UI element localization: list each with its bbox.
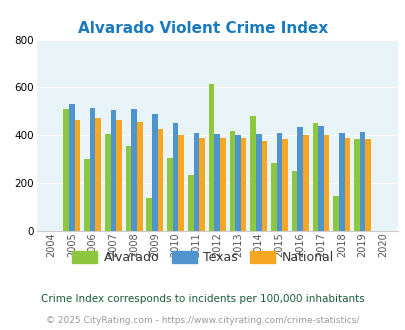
Bar (240, 138, 246, 231)
Text: Alvarado Violent Crime Index: Alvarado Violent Crime Index (78, 21, 327, 36)
Bar (110, 110, 116, 231)
Bar (90, 108, 95, 231)
Legend: Alvarado, Texas, National: Alvarado, Texas, National (67, 246, 338, 269)
Bar (199, 138, 205, 231)
Bar (291, 171, 297, 231)
Bar (229, 131, 234, 231)
Bar (157, 129, 163, 231)
Bar (323, 135, 328, 231)
Bar (297, 127, 303, 231)
Bar (131, 109, 136, 231)
Bar (146, 197, 152, 231)
Bar (271, 163, 276, 231)
Bar (152, 114, 157, 231)
Bar (312, 123, 318, 231)
Bar (359, 132, 364, 231)
Bar (173, 123, 178, 231)
Bar (220, 138, 225, 231)
Bar (338, 133, 344, 231)
Bar (167, 158, 173, 231)
Text: Crime Index corresponds to incidents per 100,000 inhabitants: Crime Index corresponds to incidents per… (41, 294, 364, 304)
Bar (234, 135, 240, 231)
Bar (63, 109, 69, 231)
Bar (116, 120, 121, 231)
Bar (303, 135, 308, 231)
Bar (105, 134, 110, 231)
Bar (255, 134, 261, 231)
Bar (318, 126, 323, 231)
Bar (250, 116, 255, 231)
Bar (193, 133, 199, 231)
Bar (84, 159, 90, 231)
Text: © 2025 CityRating.com - https://www.cityrating.com/crime-statistics/: © 2025 CityRating.com - https://www.city… (46, 315, 359, 325)
Bar (95, 118, 101, 231)
Bar (136, 122, 142, 231)
Bar (69, 104, 75, 231)
Bar (353, 139, 359, 231)
Bar (208, 84, 214, 231)
Bar (75, 120, 80, 231)
Bar (276, 133, 281, 231)
Bar (178, 135, 183, 231)
Bar (364, 139, 370, 231)
Bar (214, 134, 220, 231)
Bar (188, 175, 193, 231)
Bar (261, 141, 266, 231)
Bar (281, 139, 287, 231)
Bar (126, 146, 131, 231)
Bar (333, 196, 338, 231)
Bar (344, 138, 350, 231)
